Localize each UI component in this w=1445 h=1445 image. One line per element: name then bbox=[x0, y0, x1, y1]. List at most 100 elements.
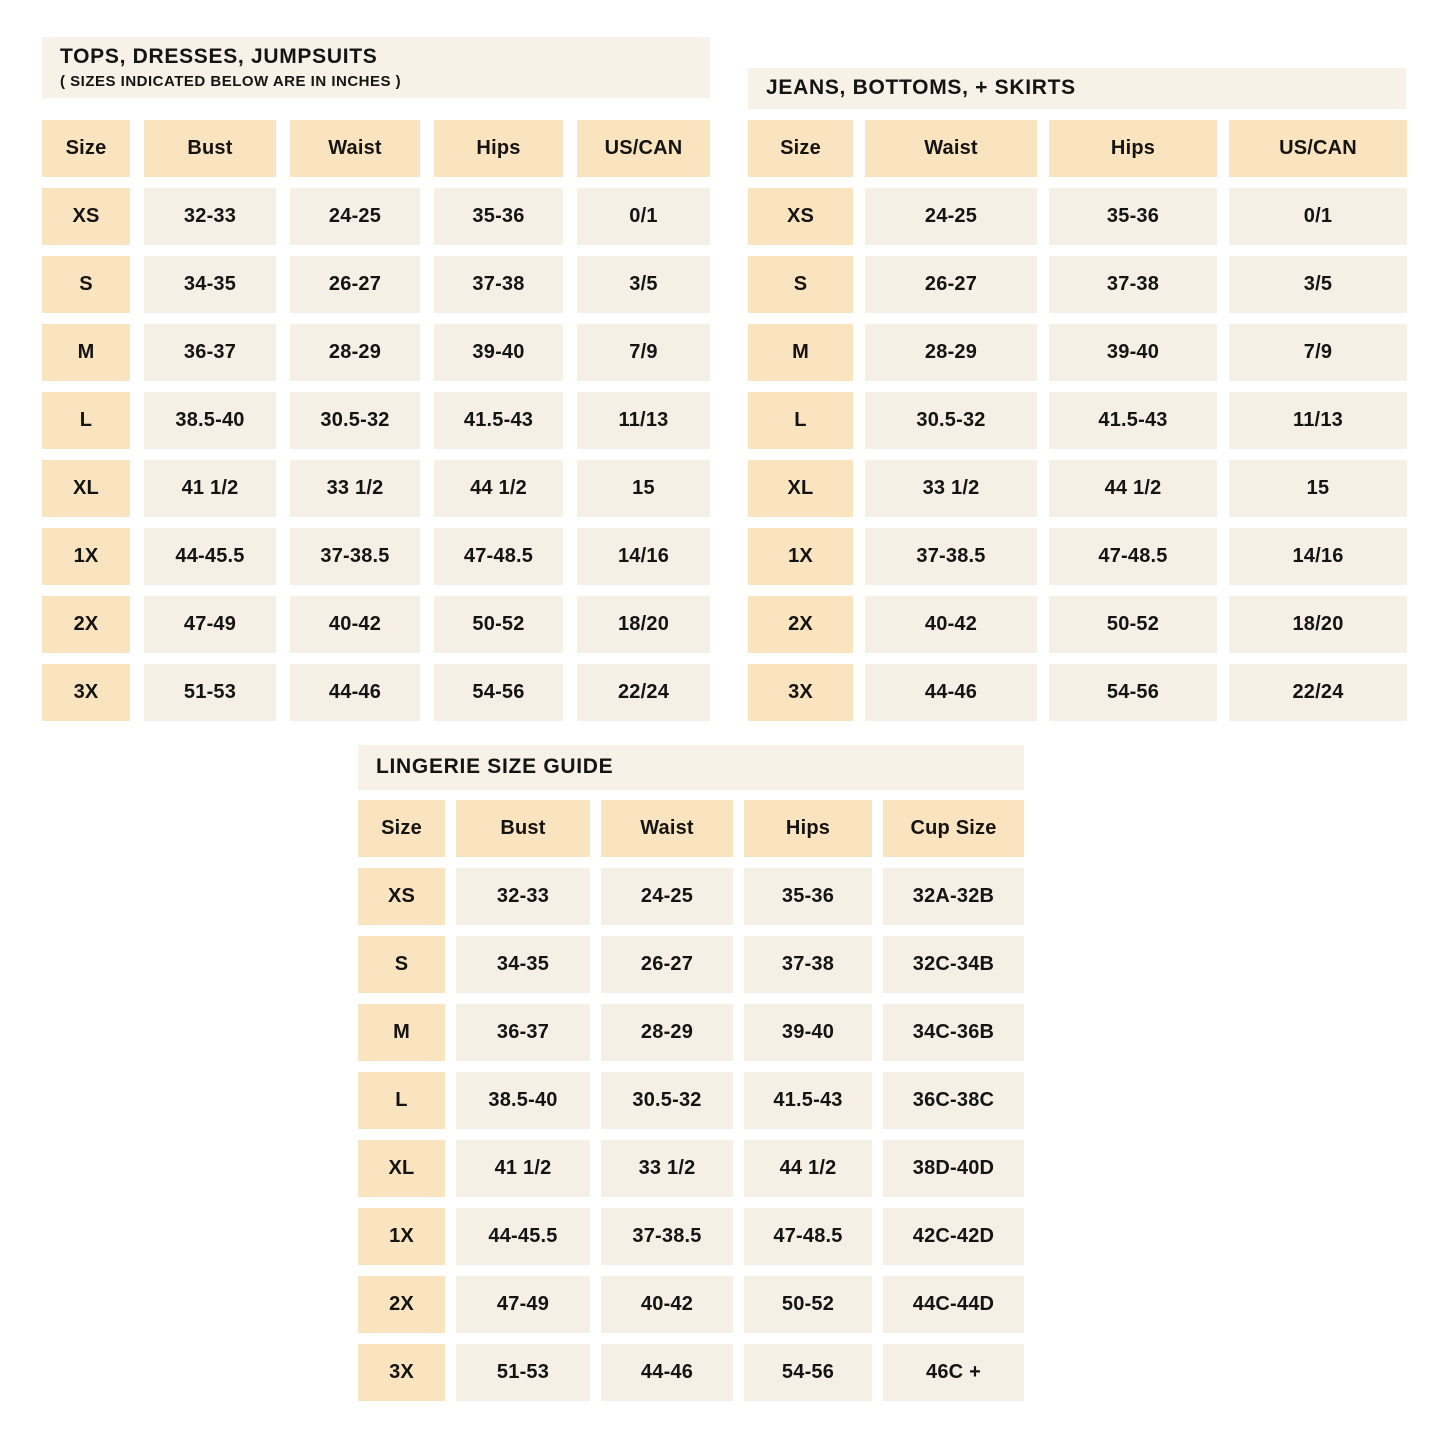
value-cell: 44-46 bbox=[601, 1344, 733, 1401]
value-cell: 37-38.5 bbox=[290, 528, 420, 585]
column-header-waist: Waist bbox=[290, 120, 420, 177]
size-label-cell: L bbox=[358, 1072, 445, 1129]
column-header-size: Size bbox=[358, 800, 445, 857]
column-header-size: Size bbox=[748, 120, 853, 177]
size-label-cell: 3X bbox=[748, 664, 853, 721]
value-cell: 44-46 bbox=[865, 664, 1037, 721]
size-label-cell: 2X bbox=[42, 596, 130, 653]
value-cell: 42C-42D bbox=[883, 1208, 1024, 1265]
column-header-cup-size: Cup Size bbox=[883, 800, 1024, 857]
size-label-cell: XL bbox=[358, 1140, 445, 1197]
column-header-hips: Hips bbox=[434, 120, 563, 177]
value-cell: 24-25 bbox=[290, 188, 420, 245]
jeans-title-band: JEANS, BOTTOMS, + SKIRTS bbox=[748, 68, 1406, 109]
value-cell: 7/9 bbox=[1229, 324, 1407, 381]
jeans-title: JEANS, BOTTOMS, + SKIRTS bbox=[766, 76, 1076, 100]
size-label-cell: XS bbox=[748, 188, 853, 245]
lingerie-grid: Size Bust Waist Hips Cup Size XS 32-33 24-25 35-… bbox=[358, 800, 1024, 1401]
value-cell: 32C-34B bbox=[883, 936, 1024, 993]
column-header-waist: Waist bbox=[601, 800, 733, 857]
value-cell: 34C-36B bbox=[883, 1004, 1024, 1061]
value-cell: 3/5 bbox=[1229, 256, 1407, 313]
column-header-us-can: US/CAN bbox=[1229, 120, 1407, 177]
size-label-cell: S bbox=[358, 936, 445, 993]
size-label-cell: XS bbox=[42, 188, 130, 245]
value-cell: 22/24 bbox=[1229, 664, 1407, 721]
tops-title-band: TOPS, DRESSES, JUMPSUITS ( SIZES INDICAT… bbox=[42, 37, 710, 98]
size-label-cell: S bbox=[748, 256, 853, 313]
value-cell: 18/20 bbox=[577, 596, 710, 653]
size-label-cell: 3X bbox=[42, 664, 130, 721]
size-label-cell: XL bbox=[42, 460, 130, 517]
value-cell: 41.5-43 bbox=[434, 392, 563, 449]
value-cell: 44C-44D bbox=[883, 1276, 1024, 1333]
value-cell: 41 1/2 bbox=[144, 460, 276, 517]
column-header-size: Size bbox=[42, 120, 130, 177]
value-cell: 26-27 bbox=[290, 256, 420, 313]
lingerie-title-band: LINGERIE SIZE GUIDE bbox=[358, 745, 1024, 790]
value-cell: 44 1/2 bbox=[434, 460, 563, 517]
value-cell: 44 1/2 bbox=[744, 1140, 872, 1197]
size-label-cell: 1X bbox=[358, 1208, 445, 1265]
value-cell: 44-45.5 bbox=[456, 1208, 590, 1265]
value-cell: 37-38 bbox=[434, 256, 563, 313]
value-cell: 37-38 bbox=[1049, 256, 1217, 313]
size-label-cell: L bbox=[42, 392, 130, 449]
value-cell: 41.5-43 bbox=[1049, 392, 1217, 449]
value-cell: 22/24 bbox=[577, 664, 710, 721]
value-cell: 44-46 bbox=[290, 664, 420, 721]
value-cell: 47-48.5 bbox=[434, 528, 563, 585]
size-label-cell: 3X bbox=[358, 1344, 445, 1401]
value-cell: 44 1/2 bbox=[1049, 460, 1217, 517]
column-header-bust: Bust bbox=[456, 800, 590, 857]
value-cell: 36-37 bbox=[144, 324, 276, 381]
value-cell: 37-38.5 bbox=[865, 528, 1037, 585]
size-label-cell: S bbox=[42, 256, 130, 313]
value-cell: 38D-40D bbox=[883, 1140, 1024, 1197]
column-header-bust: Bust bbox=[144, 120, 276, 177]
value-cell: 47-48.5 bbox=[1049, 528, 1217, 585]
value-cell: 0/1 bbox=[577, 188, 710, 245]
size-label-cell: 2X bbox=[748, 596, 853, 653]
value-cell: 33 1/2 bbox=[601, 1140, 733, 1197]
value-cell: 50-52 bbox=[1049, 596, 1217, 653]
value-cell: 30.5-32 bbox=[865, 392, 1037, 449]
value-cell: 28-29 bbox=[601, 1004, 733, 1061]
value-cell: 40-42 bbox=[290, 596, 420, 653]
value-cell: 41 1/2 bbox=[456, 1140, 590, 1197]
value-cell: 46C + bbox=[883, 1344, 1024, 1401]
value-cell: 54-56 bbox=[1049, 664, 1217, 721]
value-cell: 50-52 bbox=[434, 596, 563, 653]
size-label-cell: 1X bbox=[748, 528, 853, 585]
tops-grid: Size Bust Waist Hips US/CAN XS 32-33 24-25 35-36… bbox=[42, 120, 710, 721]
value-cell: 35-36 bbox=[434, 188, 563, 245]
value-cell: 44-45.5 bbox=[144, 528, 276, 585]
value-cell: 39-40 bbox=[434, 324, 563, 381]
column-header-us-can: US/CAN bbox=[577, 120, 710, 177]
value-cell: 39-40 bbox=[744, 1004, 872, 1061]
value-cell: 14/16 bbox=[577, 528, 710, 585]
value-cell: 32-33 bbox=[456, 868, 590, 925]
value-cell: 38.5-40 bbox=[456, 1072, 590, 1129]
value-cell: 47-49 bbox=[456, 1276, 590, 1333]
size-label-cell: L bbox=[748, 392, 853, 449]
value-cell: 26-27 bbox=[601, 936, 733, 993]
value-cell: 36-37 bbox=[456, 1004, 590, 1061]
column-header-hips: Hips bbox=[1049, 120, 1217, 177]
value-cell: 54-56 bbox=[434, 664, 563, 721]
size-label-cell: 1X bbox=[42, 528, 130, 585]
value-cell: 33 1/2 bbox=[290, 460, 420, 517]
size-label-cell: XL bbox=[748, 460, 853, 517]
column-header-hips: Hips bbox=[744, 800, 872, 857]
value-cell: 15 bbox=[1229, 460, 1407, 517]
value-cell: 28-29 bbox=[290, 324, 420, 381]
value-cell: 24-25 bbox=[601, 868, 733, 925]
jeans-grid: Size Waist Hips US/CAN XS 24-25 35-36 0/1 S 26-27… bbox=[748, 120, 1407, 721]
value-cell: 3/5 bbox=[577, 256, 710, 313]
value-cell: 0/1 bbox=[1229, 188, 1407, 245]
lingerie-title: LINGERIE SIZE GUIDE bbox=[376, 755, 614, 779]
value-cell: 36C-38C bbox=[883, 1072, 1024, 1129]
value-cell: 37-38 bbox=[744, 936, 872, 993]
size-label-cell: M bbox=[42, 324, 130, 381]
